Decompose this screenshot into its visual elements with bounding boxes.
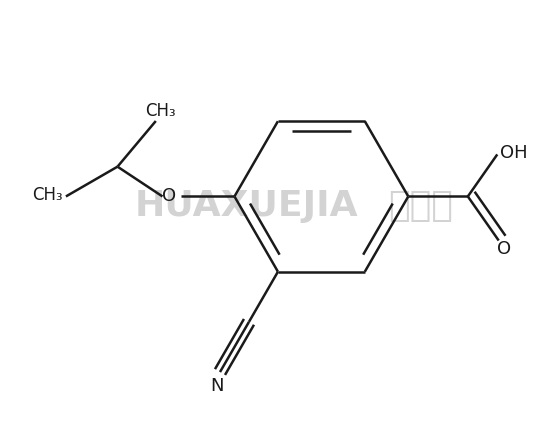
Text: CH₃: CH₃: [32, 186, 63, 204]
Text: O: O: [497, 240, 511, 258]
Text: OH: OH: [500, 144, 528, 162]
Text: N: N: [211, 377, 224, 395]
Text: HUAXUEJIA: HUAXUEJIA: [135, 190, 359, 223]
Text: CH₃: CH₃: [146, 102, 176, 120]
Text: O: O: [162, 187, 176, 205]
Text: 化学加: 化学加: [388, 190, 453, 223]
